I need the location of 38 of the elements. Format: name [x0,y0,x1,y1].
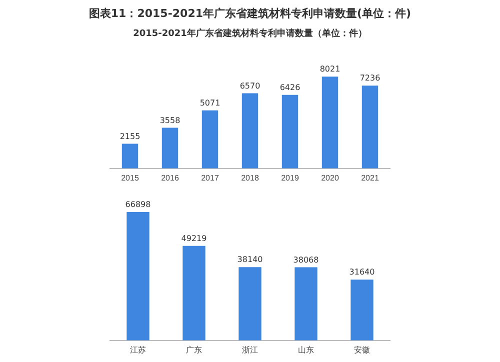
x-tick-label: 山东 [298,345,314,354]
data-label: 7236 [360,74,380,83]
x-tick-label: 2021 [361,173,380,182]
bar [162,128,178,168]
chart-subtitle: 2015-2021年广东省建筑材料专利申请数量（单位：件） [132,27,368,40]
bar [282,94,298,168]
data-label: 66898 [125,200,151,210]
data-label: 49219 [181,234,207,243]
x-tick-label: 2016 [161,173,180,182]
x-tick-label: 2018 [241,173,260,182]
bar [238,267,262,340]
data-label: 3558 [160,116,180,125]
x-tick-label: 2015 [121,173,140,182]
bar [182,246,206,340]
data-label: 2155 [120,132,140,141]
chart-title: 图表11：2015-2021年广东省建筑材料专利申请数量(单位：件) [88,6,412,22]
data-label: 8021 [320,64,340,74]
data-label: 38068 [293,255,319,264]
bar [122,144,138,168]
data-label: 6426 [280,82,300,92]
bar [126,212,150,340]
x-tick-label: 江苏 [130,345,146,354]
bar [242,93,258,168]
bar [294,267,318,340]
data-label: 38140 [237,255,263,264]
data-label: 6570 [240,81,260,90]
x-tick-label: 2019 [281,173,300,182]
x-tick-label: 2020 [321,173,340,182]
x-tick-label: 2017 [201,173,220,182]
bar [350,280,374,340]
data-label: 31640 [349,268,375,277]
x-tick-label: 安徽 [354,345,370,354]
bar [362,86,378,168]
x-tick-label: 广东 [186,345,202,354]
bar [322,76,338,168]
data-label: 5071 [200,98,220,108]
x-tick-label: 浙江 [242,345,258,354]
bar [202,110,218,168]
